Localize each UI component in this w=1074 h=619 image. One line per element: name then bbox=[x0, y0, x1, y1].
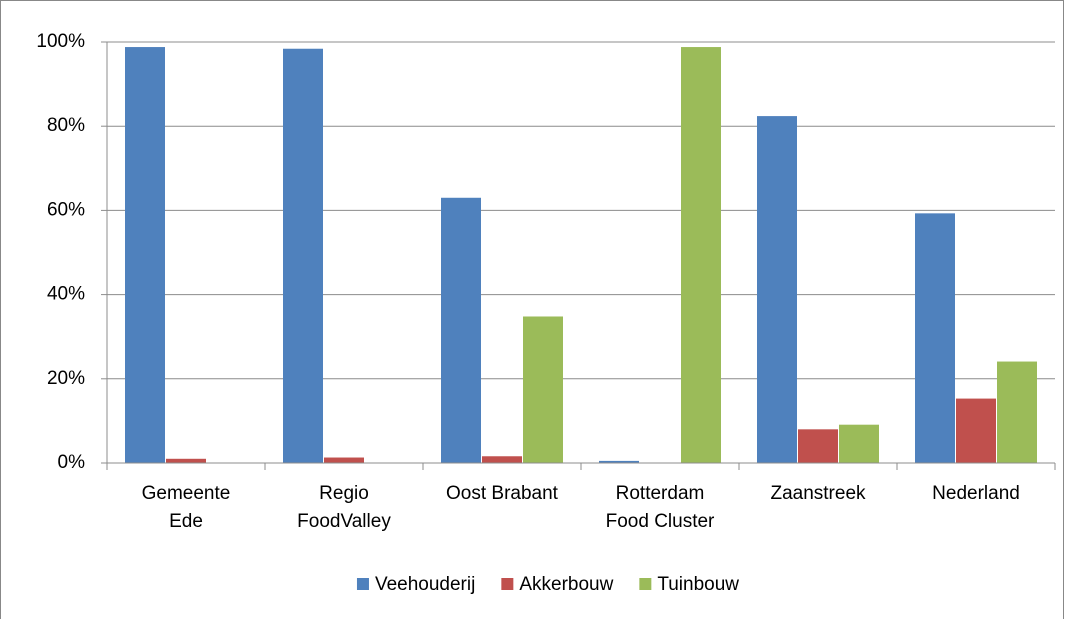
legend-label: Tuinbouw bbox=[657, 574, 739, 595]
y-tick-label: 40% bbox=[47, 284, 85, 305]
bar bbox=[599, 460, 639, 463]
bar bbox=[839, 424, 879, 463]
y-tick-label: 20% bbox=[47, 368, 85, 389]
bar bbox=[125, 47, 165, 463]
y-tick-label: 80% bbox=[47, 115, 85, 136]
y-tick-label: 100% bbox=[36, 31, 85, 52]
bar bbox=[997, 361, 1037, 463]
bar bbox=[283, 48, 323, 464]
y-tick-label: 60% bbox=[47, 199, 85, 220]
x-tick-label: Nederland bbox=[932, 483, 1020, 504]
x-tick-label: Regio FoodValley bbox=[297, 483, 391, 532]
bar bbox=[681, 47, 721, 463]
legend-swatch bbox=[356, 578, 369, 590]
bar bbox=[915, 213, 955, 463]
x-tick-label: Zaanstreek bbox=[770, 483, 866, 504]
bar bbox=[441, 197, 481, 463]
bar bbox=[324, 457, 364, 463]
x-tick-label: Gemeente Ede bbox=[141, 483, 231, 532]
bar bbox=[482, 456, 522, 463]
legend-swatch bbox=[639, 578, 652, 590]
y-tick-label: 0% bbox=[58, 452, 86, 473]
bar bbox=[757, 116, 797, 463]
bar bbox=[166, 458, 206, 463]
bar bbox=[956, 398, 996, 463]
x-tick-label: Rotterdam Food Cluster bbox=[605, 483, 715, 532]
legend-label: Veehouderij bbox=[375, 574, 475, 595]
bar bbox=[798, 429, 838, 463]
legend-label: Akkerbouw bbox=[519, 574, 613, 595]
x-tick-label: Oost Brabant bbox=[446, 483, 558, 504]
legend-swatch bbox=[501, 578, 514, 590]
bar bbox=[523, 316, 563, 463]
